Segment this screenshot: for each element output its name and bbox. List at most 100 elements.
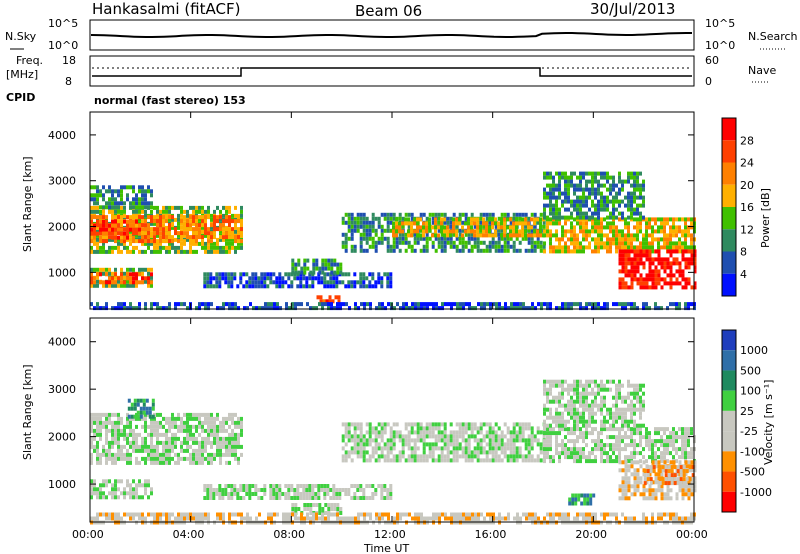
range-cell xyxy=(684,233,687,238)
range-cell xyxy=(222,440,225,445)
range-cell xyxy=(142,406,146,411)
range-cell xyxy=(588,207,591,212)
range-cell xyxy=(666,459,669,464)
range-cell xyxy=(126,215,129,220)
range-cell xyxy=(681,245,684,250)
range-cell xyxy=(135,215,138,220)
range-cell xyxy=(564,407,567,412)
range-cell xyxy=(311,488,315,492)
range-cell xyxy=(585,195,588,200)
range-cell xyxy=(495,306,498,311)
range-cell xyxy=(591,399,594,404)
range-cell xyxy=(594,195,597,200)
range-cell xyxy=(129,229,132,234)
range-cell xyxy=(362,442,366,447)
range-cell xyxy=(648,447,651,452)
range-cell xyxy=(311,280,315,285)
range-cell xyxy=(225,420,228,425)
range-cell xyxy=(139,398,143,403)
range-cell xyxy=(120,219,123,224)
range-cell xyxy=(681,447,684,452)
range-cell xyxy=(579,427,582,432)
range-cell xyxy=(443,220,447,225)
range-cell xyxy=(93,280,96,285)
range-cell xyxy=(368,272,372,277)
range-cell xyxy=(630,439,633,444)
station-title: Hankasalmi (fitACF) xyxy=(92,0,240,18)
range-cell xyxy=(222,235,225,240)
range-cell xyxy=(585,431,588,436)
range-cell xyxy=(374,492,378,496)
range-cell xyxy=(120,205,123,210)
range-cell xyxy=(371,236,375,241)
range-cell xyxy=(428,225,431,230)
range-cell xyxy=(624,464,628,469)
range-cell xyxy=(201,219,204,224)
range-cell xyxy=(429,302,432,307)
range-cell xyxy=(305,484,309,488)
range-cell xyxy=(585,221,588,226)
range-cell xyxy=(230,496,234,500)
range-cell xyxy=(96,448,99,453)
range-cell xyxy=(624,431,627,436)
range-cell xyxy=(111,306,114,311)
range-cell xyxy=(99,495,102,500)
range-cell xyxy=(564,302,567,307)
range-cell xyxy=(174,436,177,441)
range-cell xyxy=(663,257,667,262)
range-cell xyxy=(633,306,636,311)
nave-label: Nave xyxy=(748,64,776,77)
range-cell xyxy=(603,241,606,246)
range-cell xyxy=(521,458,525,463)
range-cell xyxy=(609,187,612,192)
range-cell xyxy=(612,225,615,230)
range-cell xyxy=(549,391,552,396)
scatter-region xyxy=(618,249,697,290)
range-cell xyxy=(473,434,477,439)
range-cell xyxy=(621,199,624,204)
range-cell xyxy=(440,217,443,222)
range-cell xyxy=(504,302,507,307)
range-cell xyxy=(552,179,555,184)
range-cell xyxy=(144,231,147,236)
range-cell xyxy=(383,216,387,221)
range-cell xyxy=(582,407,585,412)
range-cell xyxy=(108,227,111,232)
range-cell xyxy=(473,446,477,451)
range-cell xyxy=(687,281,691,286)
range-cell xyxy=(218,492,222,496)
range-cell xyxy=(582,447,585,452)
range-cell xyxy=(654,439,657,444)
range-cell xyxy=(470,450,474,455)
range-cell xyxy=(413,240,417,245)
range-cell xyxy=(600,383,603,388)
range-cell xyxy=(441,302,444,307)
range-cell xyxy=(417,302,420,307)
range-cell xyxy=(380,224,384,229)
range-cell xyxy=(573,439,576,444)
range-cell xyxy=(111,432,114,437)
range-cell xyxy=(374,284,378,289)
range-cell xyxy=(105,189,108,194)
range-cell xyxy=(543,423,546,428)
range-cell xyxy=(446,225,449,230)
range-cell xyxy=(153,456,156,461)
range-cell xyxy=(383,212,387,217)
range-cell xyxy=(485,229,488,234)
range-cell xyxy=(440,232,444,237)
range-cell xyxy=(555,447,558,452)
range-cell xyxy=(500,217,503,222)
range-cell xyxy=(245,492,249,496)
range-cell xyxy=(96,424,99,429)
range-cell xyxy=(144,479,147,484)
range-cell xyxy=(684,277,688,282)
range-cell xyxy=(290,496,294,500)
range-cell xyxy=(240,213,243,218)
range-cell xyxy=(636,171,639,176)
range-cell xyxy=(150,428,153,433)
range-cell xyxy=(618,395,621,400)
range-cell xyxy=(573,225,576,230)
range-cell xyxy=(230,284,234,289)
range-cell xyxy=(449,224,453,229)
range-cell xyxy=(672,217,675,222)
